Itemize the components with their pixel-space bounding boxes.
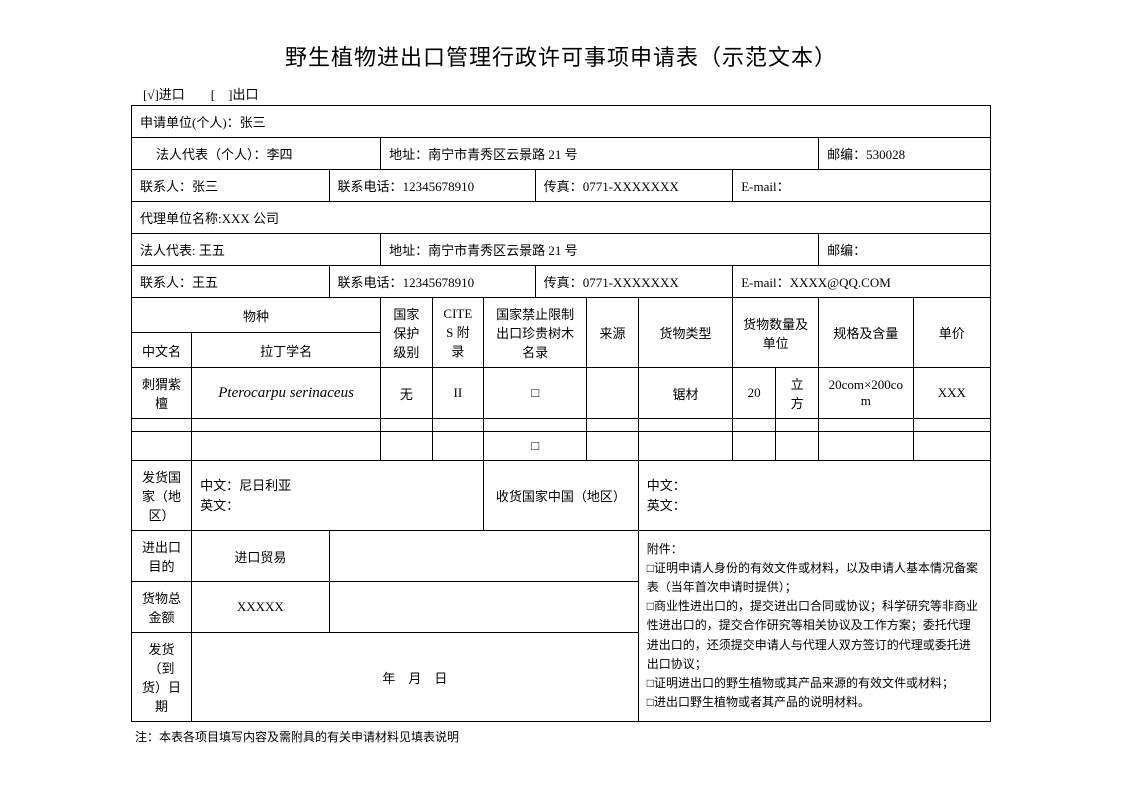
agent-address-value: 南宁市青秀区云景路 21 号 — [428, 243, 578, 258]
legal-rep-value: 李四 — [267, 147, 293, 162]
agent-phone-value: 12345678910 — [403, 275, 475, 290]
r1-cites: II — [432, 368, 484, 419]
import-export-checkboxes: [√]进口 [ ]出口 — [143, 84, 991, 103]
purpose-value: 进口贸易 — [192, 531, 329, 582]
phone-label: 联系电话： — [338, 179, 403, 194]
agent-legal-value: 王五 — [196, 243, 225, 258]
r1-restrict: □ — [484, 368, 587, 419]
agent-legal-row: 法人代表: 王五 地址：南宁市青秀区云景路 21 号 邮编： — [132, 234, 991, 266]
species-header: 物种 — [132, 298, 381, 333]
phone-value: 12345678910 — [403, 179, 475, 194]
total-value: XXXXX — [192, 582, 329, 633]
agent-unit-row: 代理单位名称:XXX 公司 — [132, 202, 991, 234]
agent-phone-label: 联系电话： — [338, 275, 403, 290]
applicant-unit-value: 张三 — [240, 115, 266, 130]
purpose-label: 进出口目的 — [132, 531, 192, 582]
legal-rep-label: 法人代表（个人）： — [156, 147, 267, 162]
r1-latin-name: Pterocarpu serinaceus — [192, 368, 381, 419]
qty-header: 货物数量及单位 — [733, 298, 819, 368]
agent-unit-label: 代理单位名称: — [140, 211, 222, 226]
ship-country-en: 英文： — [200, 496, 475, 516]
attachments-cell: 附件： □证明申请人身份的有效文件或材料，以及申请人基本情况备案表（当年首次申请… — [638, 531, 990, 722]
agent-legal-label: 法人代表: — [140, 243, 196, 258]
agent-email-value: XXXX@QQ.COM — [790, 275, 891, 290]
agent-contact-value: 王五 — [192, 275, 218, 290]
r3-restrict: □ — [484, 432, 587, 461]
postcode-label: 邮编： — [827, 147, 866, 162]
spec-header: 规格及含量 — [819, 298, 913, 368]
r1-qty-unit: 立方 — [776, 368, 819, 419]
applicant-unit-label: 申请单位(个人)： — [140, 115, 240, 130]
recv-country-cn: 中文： — [647, 476, 982, 496]
data-row-3: □ — [132, 432, 991, 461]
address-label: 地址： — [389, 147, 428, 162]
contact-value: 张三 — [192, 179, 218, 194]
address-value: 南宁市青秀区云景路 21 号 — [428, 147, 578, 162]
agent-unit-value: XXX 公司 — [222, 211, 279, 226]
r1-national-protect: 无 — [381, 368, 433, 419]
recv-country-label: 收货国家中国（地区） — [484, 461, 639, 531]
restrict-header: 国家禁止限制出口珍贵树木名录 — [484, 298, 587, 368]
species-header-row1: 物种 国家保护级别 CITES 附录 国家禁止限制出口珍贵树木名录 来源 货物类… — [132, 298, 991, 333]
latin-name-header: 拉丁学名 — [192, 333, 381, 368]
agent-address-label: 地址： — [389, 243, 428, 258]
r1-qty-num: 20 — [733, 368, 776, 419]
application-table: 申请单位(个人)：张三 法人代表（个人）：李四 地址：南宁市青秀区云景路 21 … — [131, 105, 991, 722]
r1-spec: 20com×200com — [819, 368, 913, 419]
fax-value: 0771-XXXXXXX — [583, 179, 679, 194]
r1-unit-price: XXX — [913, 368, 990, 419]
purpose-row: 进出口目的 进口贸易 附件： □证明申请人身份的有效文件或材料，以及申请人基本情… — [132, 531, 991, 582]
attachments-text: □证明申请人身份的有效文件或材料，以及申请人基本情况备案表（当年首次申请时提供）… — [647, 559, 982, 713]
r1-cargo-type: 锯材 — [638, 368, 732, 419]
footnote: 注：本表各项目填写内容及需附具的有关申请材料见填表说明 — [135, 728, 991, 745]
ship-country-label: 发货国家（地区） — [132, 461, 192, 531]
attachments-title: 附件： — [647, 540, 982, 559]
ship-date-label: 发货（到货）日期 — [132, 633, 192, 722]
agent-contact-label: 联系人： — [140, 275, 192, 290]
data-row-1: 刺猬紫檀 Pterocarpu serinaceus 无 II □ 锯材 20 … — [132, 368, 991, 419]
email-label: E-mail： — [741, 179, 789, 194]
national-protect-header: 国家保护级别 — [381, 298, 433, 368]
applicant-row: 申请单位(个人)：张三 — [132, 106, 991, 138]
postcode-value: 530028 — [866, 147, 905, 162]
agent-fax-value: 0771-XXXXXXX — [583, 275, 679, 290]
legal-rep-row: 法人代表（个人）：李四 地址：南宁市青秀区云景路 21 号 邮编：530028 — [132, 138, 991, 170]
country-row: 发货国家（地区） 中文：尼日利亚 英文： 收货国家中国（地区） 中文： 英文： — [132, 461, 991, 531]
source-header: 来源 — [587, 298, 639, 368]
cn-name-header: 中文名 — [132, 333, 192, 368]
agent-contact-row: 联系人：王五 联系电话：12345678910 传真：0771-XXXXXXX … — [132, 266, 991, 298]
contact-label: 联系人： — [140, 179, 192, 194]
application-form-page: 野生植物进出口管理行政许可事项申请表（示范文本） [√]进口 [ ]出口 申请单… — [131, 40, 991, 745]
agent-fax-label: 传真： — [544, 275, 583, 290]
recv-country-en: 英文： — [647, 496, 982, 516]
total-label: 货物总金额 — [132, 582, 192, 633]
ship-date-value: 年 月 日 — [192, 633, 639, 722]
form-title: 野生植物进出口管理行政许可事项申请表（示范文本） — [131, 40, 991, 72]
r1-cn-name: 刺猬紫檀 — [132, 368, 192, 419]
ship-country-cn: 中文：尼日利亚 — [200, 476, 475, 496]
fax-label: 传真： — [544, 179, 583, 194]
agent-email-label: E-mail： — [741, 275, 789, 290]
cargo-type-header: 货物类型 — [638, 298, 732, 368]
data-row-2 — [132, 419, 991, 432]
cites-header: CITES 附录 — [432, 298, 484, 368]
contact-row: 联系人：张三 联系电话：12345678910 传真：0771-XXXXXXX … — [132, 170, 991, 202]
r1-source — [587, 368, 639, 419]
unit-price-header: 单价 — [913, 298, 990, 368]
agent-postcode-label: 邮编： — [827, 243, 866, 258]
